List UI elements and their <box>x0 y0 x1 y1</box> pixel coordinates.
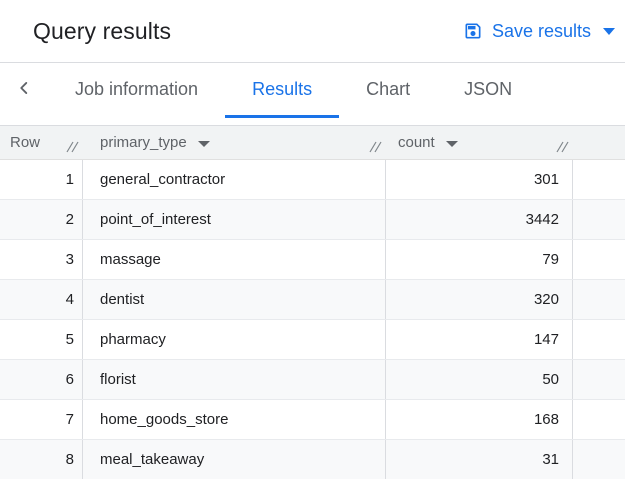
table-row: 8 meal_takeaway 31 <box>0 440 625 479</box>
row-number-cell: 4 <box>0 280 83 319</box>
filler-cell <box>573 240 625 279</box>
filler-cell <box>573 440 625 479</box>
column-label-row: Row <box>10 134 41 151</box>
primary-type-cell: general_contractor <box>83 160 386 199</box>
tab-chart[interactable]: Chart <box>366 78 411 99</box>
count-cell: 31 <box>386 440 573 479</box>
filler-cell <box>573 160 625 199</box>
primary-type-cell: point_of_interest <box>83 200 386 239</box>
column-resize-handle-icon[interactable] <box>369 140 382 157</box>
column-menu-caret-icon[interactable] <box>445 140 458 147</box>
primary-type-cell: home_goods_store <box>83 400 386 439</box>
chevron-down-icon <box>603 27 615 35</box>
count-cell: 3442 <box>386 200 573 239</box>
table-row: 5 pharmacy 147 <box>0 320 625 360</box>
tab-bar: Job information Results Chart JSON <box>0 63 625 126</box>
table-row: 7 home_goods_store 168 <box>0 400 625 440</box>
row-number-cell: 7 <box>0 400 83 439</box>
table-header: Row primary_type count <box>0 126 625 160</box>
filler-cell <box>573 200 625 239</box>
count-cell: 301 <box>386 160 573 199</box>
filler-cell <box>573 280 625 319</box>
table-row: 6 florist 50 <box>0 360 625 400</box>
count-cell: 79 <box>386 240 573 279</box>
table-row: 1 general_contractor 301 <box>0 160 625 200</box>
tabs-back-button[interactable] <box>0 63 48 118</box>
row-number-cell: 3 <box>0 240 83 279</box>
tab-results[interactable]: Results <box>225 63 340 118</box>
column-label-count: count <box>398 134 435 151</box>
filler-cell <box>573 320 625 359</box>
row-number-cell: 1 <box>0 160 83 199</box>
column-header-row: Row <box>0 126 83 159</box>
save-results-button[interactable]: Save results <box>463 21 615 42</box>
table-row: 2 point_of_interest 3442 <box>0 200 625 240</box>
primary-type-cell: dentist <box>83 280 386 319</box>
save-results-label: Save results <box>491 20 591 41</box>
column-menu-caret-icon[interactable] <box>197 140 210 147</box>
column-header-filler <box>573 126 625 159</box>
filler-cell <box>573 360 625 399</box>
row-number-cell: 8 <box>0 440 83 479</box>
titlebar: Query results Save results <box>0 0 625 63</box>
primary-type-cell: massage <box>83 240 386 279</box>
row-number-cell: 6 <box>0 360 83 399</box>
page-title: Query results <box>33 17 172 44</box>
filler-cell <box>573 400 625 439</box>
column-label-primary-type: primary_type <box>100 134 187 151</box>
column-resize-handle-icon[interactable] <box>556 140 569 157</box>
row-number-cell: 2 <box>0 200 83 239</box>
primary-type-cell: florist <box>83 360 386 399</box>
tab-job-information[interactable]: Job information <box>75 78 199 99</box>
count-cell: 168 <box>386 400 573 439</box>
count-cell: 50 <box>386 360 573 399</box>
table-row: 3 massage 79 <box>0 240 625 280</box>
primary-type-cell: meal_takeaway <box>83 440 386 479</box>
column-header-primary-type[interactable]: primary_type <box>83 126 386 159</box>
table-row: 4 dentist 320 <box>0 280 625 320</box>
chevron-left-icon <box>13 77 35 104</box>
column-resize-handle-icon[interactable] <box>66 140 79 157</box>
tab-json[interactable]: JSON <box>464 78 513 99</box>
row-number-cell: 5 <box>0 320 83 359</box>
primary-type-cell: pharmacy <box>83 320 386 359</box>
save-icon <box>463 21 483 41</box>
column-header-count[interactable]: count <box>386 126 573 159</box>
count-cell: 320 <box>386 280 573 319</box>
table-body: 1 general_contractor 301 2 point_of_inte… <box>0 160 625 479</box>
count-cell: 147 <box>386 320 573 359</box>
